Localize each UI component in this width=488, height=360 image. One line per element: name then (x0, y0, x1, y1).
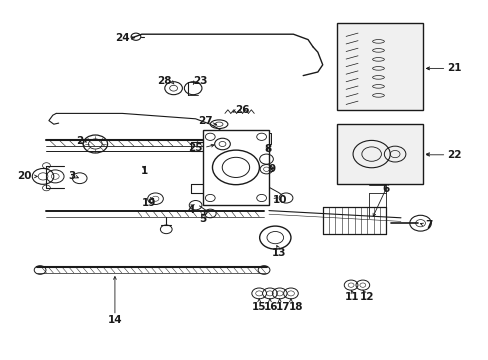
Text: 20: 20 (17, 171, 32, 181)
Bar (337, 23, 422, 110)
Text: 15: 15 (251, 302, 266, 312)
Text: 8: 8 (264, 144, 271, 154)
Text: 16: 16 (264, 302, 278, 312)
Text: 4: 4 (186, 205, 194, 215)
Text: 14: 14 (107, 315, 122, 325)
Text: 21: 21 (447, 63, 461, 73)
Text: 7: 7 (425, 220, 432, 230)
Text: 2: 2 (76, 136, 83, 146)
Text: 18: 18 (288, 302, 303, 312)
Text: 5: 5 (199, 214, 206, 224)
Text: 22: 22 (447, 150, 461, 160)
Text: 13: 13 (271, 248, 285, 258)
Text: 3: 3 (68, 171, 76, 181)
Text: 12: 12 (359, 292, 373, 302)
Text: 17: 17 (275, 302, 289, 312)
Text: 9: 9 (268, 164, 276, 174)
Text: 1: 1 (141, 166, 147, 176)
Text: 11: 11 (344, 292, 359, 302)
Text: 10: 10 (272, 195, 287, 205)
Text: 23: 23 (193, 76, 207, 86)
Text: 28: 28 (156, 76, 171, 86)
Text: 26: 26 (234, 105, 249, 115)
Text: 25: 25 (188, 143, 203, 153)
Text: 19: 19 (142, 198, 156, 208)
Text: 6: 6 (382, 184, 389, 194)
Bar (203, 130, 268, 205)
Text: 27: 27 (198, 116, 212, 126)
Bar (337, 124, 422, 184)
Text: 24: 24 (115, 33, 129, 43)
